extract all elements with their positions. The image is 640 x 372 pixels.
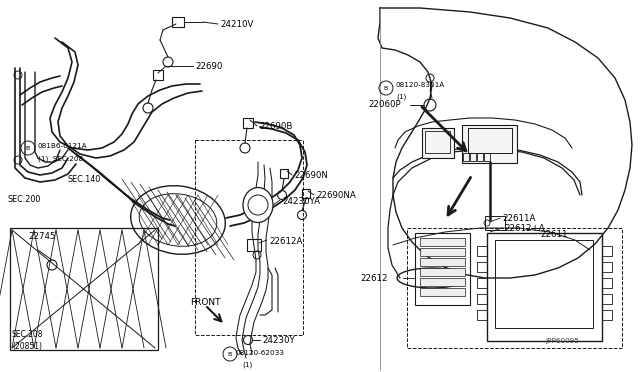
Bar (415, 233, 470, 305)
Bar (602, 246, 612, 256)
Bar (420, 258, 465, 266)
Bar (280, 169, 288, 178)
Text: SEC.208: SEC.208 (12, 330, 44, 339)
Bar (487, 233, 602, 341)
Bar (420, 278, 465, 286)
Bar (602, 262, 612, 272)
Bar (495, 240, 593, 328)
Text: B: B (26, 147, 30, 151)
Bar (602, 310, 612, 320)
Ellipse shape (243, 187, 273, 222)
Bar (468, 128, 512, 153)
Text: 22611: 22611 (540, 230, 568, 239)
Text: SEC.200: SEC.200 (8, 195, 42, 204)
Bar (243, 118, 253, 128)
Bar (172, 17, 184, 27)
Text: B: B (228, 353, 232, 357)
Text: 22612+A: 22612+A (504, 224, 545, 233)
Bar (302, 189, 310, 198)
Text: 22611A: 22611A (502, 214, 536, 223)
Bar (463, 153, 469, 161)
Text: (1)  SEC.208: (1) SEC.208 (38, 155, 83, 161)
Text: 22612: 22612 (360, 274, 387, 283)
Text: 08120-62033: 08120-62033 (236, 350, 285, 356)
Bar (477, 310, 487, 320)
Text: (1): (1) (396, 94, 406, 100)
Bar (422, 128, 454, 158)
Bar (477, 262, 487, 272)
Bar (247, 239, 261, 251)
Text: 08120-8301A: 08120-8301A (396, 82, 445, 88)
Bar (477, 153, 483, 161)
Text: 22060P: 22060P (368, 100, 401, 109)
Bar (602, 278, 612, 288)
Text: 24230YA: 24230YA (282, 197, 320, 206)
Bar (602, 294, 612, 304)
Bar (477, 294, 487, 304)
Text: 22690B: 22690B (259, 122, 292, 131)
Text: JPP60095: JPP60095 (545, 338, 579, 344)
Text: FRONT: FRONT (190, 298, 221, 307)
Text: 22745: 22745 (28, 232, 56, 241)
Bar (484, 153, 490, 161)
Text: 24210V: 24210V (220, 20, 253, 29)
Bar (477, 246, 487, 256)
Bar (407, 228, 622, 348)
Text: (20851): (20851) (12, 342, 42, 351)
Text: SEC.140: SEC.140 (68, 175, 101, 184)
Bar (10, 228, 158, 350)
Bar (420, 288, 465, 296)
Text: 22690N: 22690N (294, 171, 328, 180)
Ellipse shape (131, 186, 225, 254)
Bar (195, 140, 303, 335)
Bar (485, 216, 505, 230)
Text: B: B (384, 87, 388, 92)
Text: 24230Y: 24230Y (262, 336, 295, 345)
Text: 22690NA: 22690NA (316, 191, 356, 200)
Bar (425, 131, 450, 153)
Bar (470, 153, 476, 161)
Text: 22612A: 22612A (269, 237, 302, 246)
Bar (462, 125, 517, 163)
Bar (420, 238, 465, 246)
Bar (420, 268, 465, 276)
Bar (420, 248, 465, 256)
Bar (477, 278, 487, 288)
Text: 081B6-6121A: 081B6-6121A (38, 143, 88, 149)
Bar (153, 70, 163, 80)
Text: 22690: 22690 (195, 62, 222, 71)
Text: (1): (1) (242, 362, 252, 369)
